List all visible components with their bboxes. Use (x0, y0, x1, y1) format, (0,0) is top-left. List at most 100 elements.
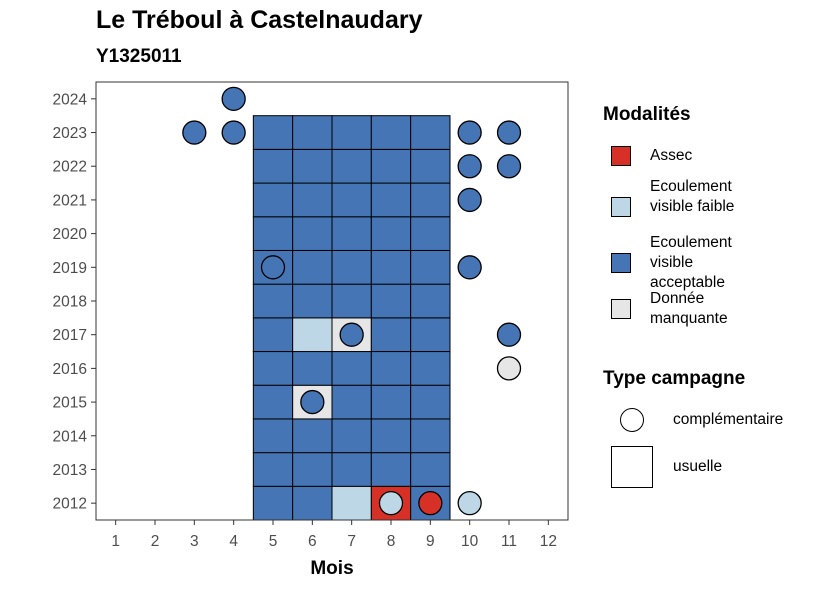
x-axis: 1 2 3 4 5 6 7 8 9 10 11 12 (111, 520, 557, 550)
point-2023-11 (496, 120, 522, 145)
y-tick-label-2016: 2016 (53, 361, 87, 378)
cell-2012-5 (252, 485, 294, 521)
cell-2018-6 (292, 283, 333, 319)
cell-2022-7 (331, 148, 372, 184)
x-tick-label-12: 12 (540, 533, 557, 550)
cell-2013-7 (331, 452, 372, 487)
x-tick-label-10: 10 (461, 533, 479, 550)
point-2023-4 (221, 120, 246, 145)
cell-2019-7 (331, 249, 372, 285)
cell-2016-9 (410, 351, 451, 386)
cell-2014-6 (292, 418, 333, 454)
y-tick-label-2017: 2017 (53, 327, 87, 344)
cell-2017-9 (410, 317, 451, 353)
cell-2013-9 (410, 452, 451, 487)
cell-2012-6 (292, 485, 333, 521)
cell-2017-8 (370, 317, 412, 353)
x-tick-label-1: 1 (111, 533, 120, 550)
cell-2021-7 (331, 182, 372, 218)
y-tick-label-2014: 2014 (53, 428, 88, 445)
x-tick-label-6: 6 (308, 533, 317, 550)
cell-2014-7 (331, 418, 372, 454)
cell-2021-8 (370, 182, 412, 218)
point-2019-5 (260, 255, 286, 280)
cell-2013-8 (370, 452, 412, 487)
point-2012-9 (418, 491, 443, 516)
cell-2018-9 (410, 283, 451, 319)
x-tick-label-4: 4 (229, 533, 238, 550)
legend-label-assec: Assec (650, 147, 693, 164)
cell-2013-6 (292, 452, 333, 487)
point-2022-11 (496, 154, 522, 179)
x-tick-label-7: 7 (347, 533, 356, 550)
x-tick-label-3: 3 (190, 533, 199, 550)
cell-2020-9 (410, 216, 451, 251)
legend-item-acceptable: Ecoulement visible acceptable (603, 234, 825, 291)
x-tick-label-8: 8 (387, 533, 396, 550)
circle-icon (620, 408, 644, 432)
y-tick-label-2021: 2021 (53, 192, 87, 209)
cell-2016-5 (252, 351, 294, 386)
cell-2016-7 (331, 351, 372, 386)
point-2022-10 (457, 154, 482, 179)
x-tick-label-11: 11 (501, 533, 517, 550)
cell-2021-9 (410, 182, 451, 218)
y-tick-label-2013: 2013 (53, 462, 87, 479)
cell-2014-9 (410, 418, 451, 454)
cell-2017-6 (292, 317, 333, 353)
legend-item-faible: Ecoulement visible faible (603, 178, 825, 235)
cell-2016-6 (292, 351, 333, 386)
x-tick-label-5: 5 (269, 533, 278, 550)
y-tick-label-2020: 2020 (53, 226, 88, 243)
usuelle-cells (252, 115, 451, 521)
cell-2018-7 (331, 283, 372, 319)
point-2012-10 (457, 491, 482, 516)
cell-2022-9 (410, 148, 451, 184)
cell-2014-5 (252, 418, 294, 454)
y-tick-label-2018: 2018 (53, 294, 87, 311)
legend-label-usuelle: usuelle (673, 458, 723, 475)
chart-subtitle: Y1325011 (96, 46, 182, 67)
y-tick-label-2022: 2022 (53, 159, 87, 176)
legend-swatch-manquante (611, 299, 631, 319)
cell-2021-5 (252, 182, 294, 218)
legend-modalites-title: Modalités (603, 104, 691, 125)
cell-2018-5 (252, 283, 294, 319)
cell-2022-8 (370, 148, 412, 184)
x-tick-label-9: 9 (426, 533, 435, 550)
point-2017-7 (339, 322, 364, 347)
cell-2015-5 (252, 384, 294, 420)
cell-2015-8 (370, 384, 412, 420)
y-tick-label-2015: 2015 (53, 395, 87, 412)
cell-2020-8 (370, 216, 412, 251)
cell-2019-6 (292, 249, 333, 285)
cell-2021-6 (292, 182, 333, 218)
cell-2020-5 (252, 216, 294, 251)
legend-label-faible: Ecoulement visible faible (650, 178, 735, 215)
legend-label-acceptable: Ecoulement visible acceptable (650, 234, 732, 291)
legend-type-title: Type campagne (603, 368, 746, 389)
cell-2023-6 (292, 115, 333, 150)
chart-title: Le Tréboul à Castelnaudary (96, 6, 423, 34)
legend-swatch-faible (611, 197, 631, 217)
point-2023-10 (457, 120, 482, 145)
x-tick-label-2: 2 (151, 533, 160, 550)
legend-swatch-assec (611, 146, 631, 166)
legend-swatch-acceptable (611, 253, 631, 273)
point-2021-10 (457, 187, 482, 213)
cell-2019-9 (410, 249, 451, 285)
cell-2012-7 (331, 485, 372, 521)
y-tick-label-2024: 2024 (53, 91, 88, 108)
point-2016-11 (496, 356, 522, 381)
cell-2015-7 (331, 384, 372, 420)
cell-2018-8 (370, 283, 412, 319)
cell-2020-7 (331, 216, 372, 251)
point-2024-4 (221, 86, 246, 111)
cell-2023-9 (410, 115, 451, 150)
legend-label-complementaire: complémentaire (673, 411, 784, 428)
x-axis-title: Mois (310, 558, 353, 579)
cell-2014-8 (370, 418, 412, 454)
cell-2019-8 (370, 249, 412, 285)
y-tick-label-2012: 2012 (53, 496, 87, 513)
